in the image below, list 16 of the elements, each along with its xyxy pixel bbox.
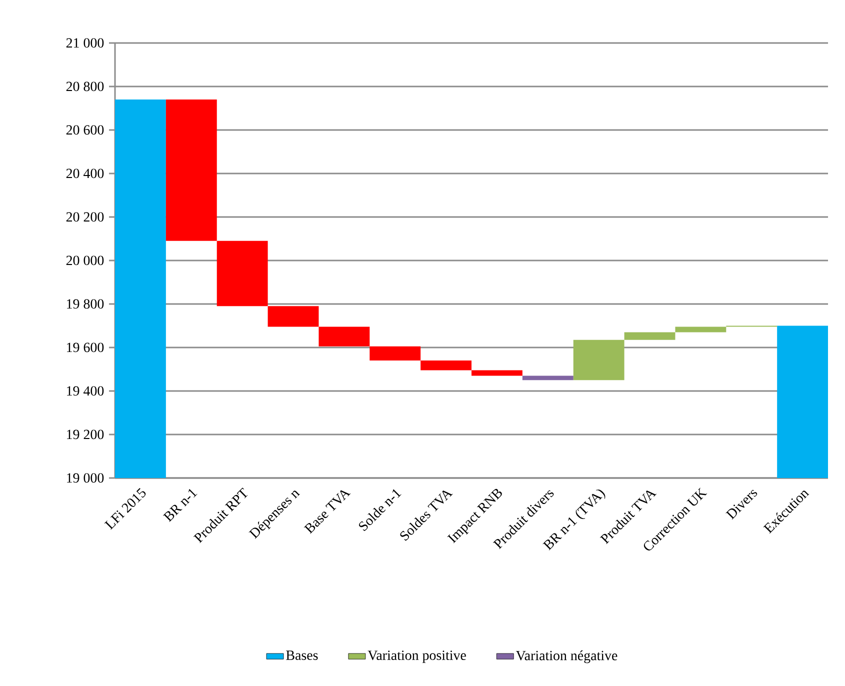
x-tick-label: Base TVA (304, 490, 351, 534)
y-tick-label: 19 800 (67, 299, 104, 309)
y-tick-label: 20 400 (66, 168, 104, 178)
y-tick-label: 19 600 (67, 342, 104, 352)
y-tick-label: 20 200 (66, 212, 104, 222)
y-tick-label: 19 200 (67, 430, 104, 440)
legend-label: Variation négative (516, 650, 618, 664)
legend-label: Bases (286, 650, 318, 660)
y-tick-label: 20 000 (66, 256, 104, 266)
y-tick-label: 20 600 (66, 125, 104, 135)
y-tick-label: 19 400 (67, 386, 104, 396)
x-tick-label: BR n-1 (162, 488, 198, 522)
y-tick-label: 21 000 (66, 38, 104, 48)
legend-label: Variation positive (368, 650, 466, 663)
y-tick-label: 20 800 (66, 82, 104, 92)
y-tick-label: 19 000 (67, 473, 104, 483)
